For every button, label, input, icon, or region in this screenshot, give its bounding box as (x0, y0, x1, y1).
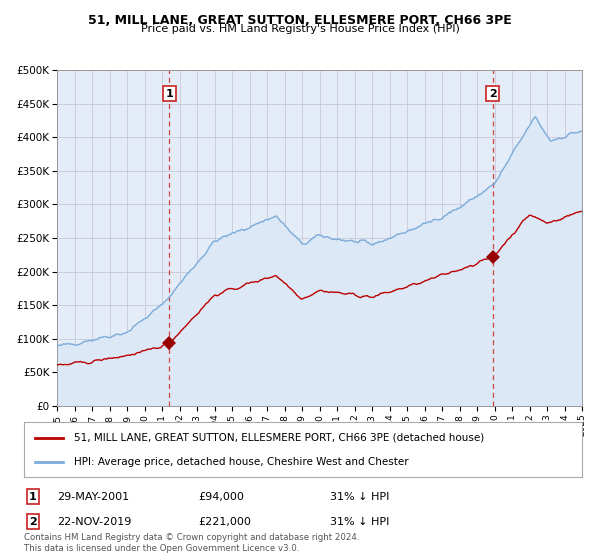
Text: £221,000: £221,000 (198, 517, 251, 527)
Text: 2: 2 (29, 517, 37, 527)
Text: Price paid vs. HM Land Registry's House Price Index (HPI): Price paid vs. HM Land Registry's House … (140, 24, 460, 34)
Text: Contains HM Land Registry data © Crown copyright and database right 2024.
This d: Contains HM Land Registry data © Crown c… (24, 533, 359, 553)
Text: 51, MILL LANE, GREAT SUTTON, ELLESMERE PORT, CH66 3PE: 51, MILL LANE, GREAT SUTTON, ELLESMERE P… (88, 14, 512, 27)
Text: 31% ↓ HPI: 31% ↓ HPI (330, 492, 389, 502)
Text: 29-MAY-2001: 29-MAY-2001 (57, 492, 129, 502)
Text: 51, MILL LANE, GREAT SUTTON, ELLESMERE PORT, CH66 3PE (detached house): 51, MILL LANE, GREAT SUTTON, ELLESMERE P… (74, 433, 484, 442)
Text: 2: 2 (489, 88, 497, 99)
Text: £94,000: £94,000 (198, 492, 244, 502)
Text: HPI: Average price, detached house, Cheshire West and Chester: HPI: Average price, detached house, Ches… (74, 457, 409, 466)
Text: 22-NOV-2019: 22-NOV-2019 (57, 517, 131, 527)
Text: 1: 1 (29, 492, 37, 502)
Text: 1: 1 (166, 88, 173, 99)
Text: 31% ↓ HPI: 31% ↓ HPI (330, 517, 389, 527)
